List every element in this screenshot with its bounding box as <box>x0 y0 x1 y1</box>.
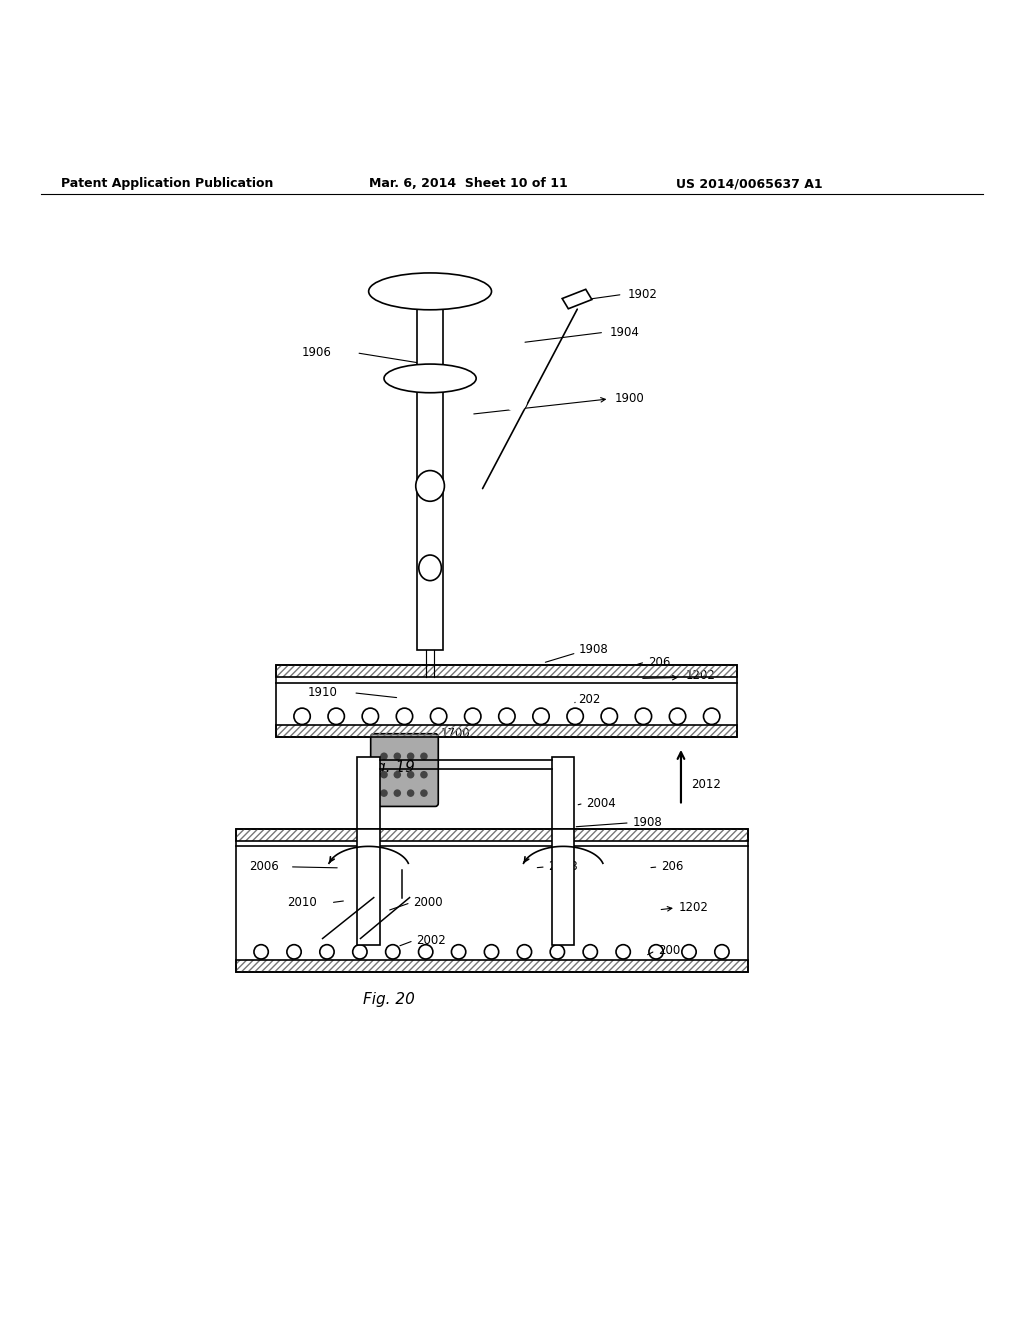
Bar <box>418 292 442 649</box>
Circle shape <box>394 791 400 796</box>
Text: 1908: 1908 <box>579 643 608 656</box>
Circle shape <box>408 791 414 796</box>
Bar <box>276 725 737 737</box>
Text: 200: 200 <box>658 944 681 957</box>
Text: 206: 206 <box>648 656 671 668</box>
Text: 206: 206 <box>662 861 684 874</box>
Circle shape <box>408 772 414 777</box>
Bar <box>236 960 748 973</box>
Text: 1910: 1910 <box>307 686 337 700</box>
Bar <box>236 829 748 841</box>
Text: Fig. 20: Fig. 20 <box>364 993 415 1007</box>
Ellipse shape <box>419 554 441 581</box>
Bar <box>276 665 737 677</box>
Ellipse shape <box>384 364 476 393</box>
Text: 1202: 1202 <box>679 902 709 915</box>
Bar <box>236 829 748 973</box>
Bar <box>276 665 737 677</box>
Bar <box>357 829 380 945</box>
Circle shape <box>421 791 427 796</box>
Circle shape <box>408 754 414 759</box>
Text: Fig. 19: Fig. 19 <box>364 760 415 775</box>
Circle shape <box>421 772 427 777</box>
Ellipse shape <box>369 273 492 310</box>
Text: 2006: 2006 <box>249 861 279 874</box>
Bar <box>357 758 380 829</box>
Bar <box>236 829 748 841</box>
Text: 1202: 1202 <box>686 669 716 682</box>
Bar <box>276 665 737 737</box>
Text: 1906: 1906 <box>302 346 332 359</box>
Bar <box>276 725 737 737</box>
Polygon shape <box>562 289 592 309</box>
Text: 1902: 1902 <box>628 288 657 301</box>
Text: Patent Application Publication: Patent Application Publication <box>61 177 273 190</box>
Text: US 2014/0065637 A1: US 2014/0065637 A1 <box>676 177 822 190</box>
Text: 202: 202 <box>579 693 601 706</box>
Text: 1908: 1908 <box>633 816 663 829</box>
Text: 2002: 2002 <box>416 935 445 946</box>
Bar <box>552 758 574 829</box>
Circle shape <box>394 772 400 777</box>
Text: 2000: 2000 <box>413 896 442 909</box>
Circle shape <box>381 772 387 777</box>
Circle shape <box>394 754 400 759</box>
Text: 2004: 2004 <box>586 797 615 810</box>
Text: 2012: 2012 <box>691 779 721 792</box>
Ellipse shape <box>416 470 444 502</box>
Bar <box>552 829 574 945</box>
Bar <box>236 960 748 973</box>
FancyBboxPatch shape <box>371 734 438 807</box>
Text: 1900: 1900 <box>614 392 644 405</box>
Text: 1700: 1700 <box>440 727 470 741</box>
Text: 2008: 2008 <box>548 861 578 874</box>
Circle shape <box>381 754 387 759</box>
Text: 2010: 2010 <box>287 896 316 909</box>
Circle shape <box>381 791 387 796</box>
Circle shape <box>506 391 526 411</box>
Text: 1904: 1904 <box>609 326 639 339</box>
Text: Mar. 6, 2014  Sheet 10 of 11: Mar. 6, 2014 Sheet 10 of 11 <box>369 177 567 190</box>
Circle shape <box>421 754 427 759</box>
